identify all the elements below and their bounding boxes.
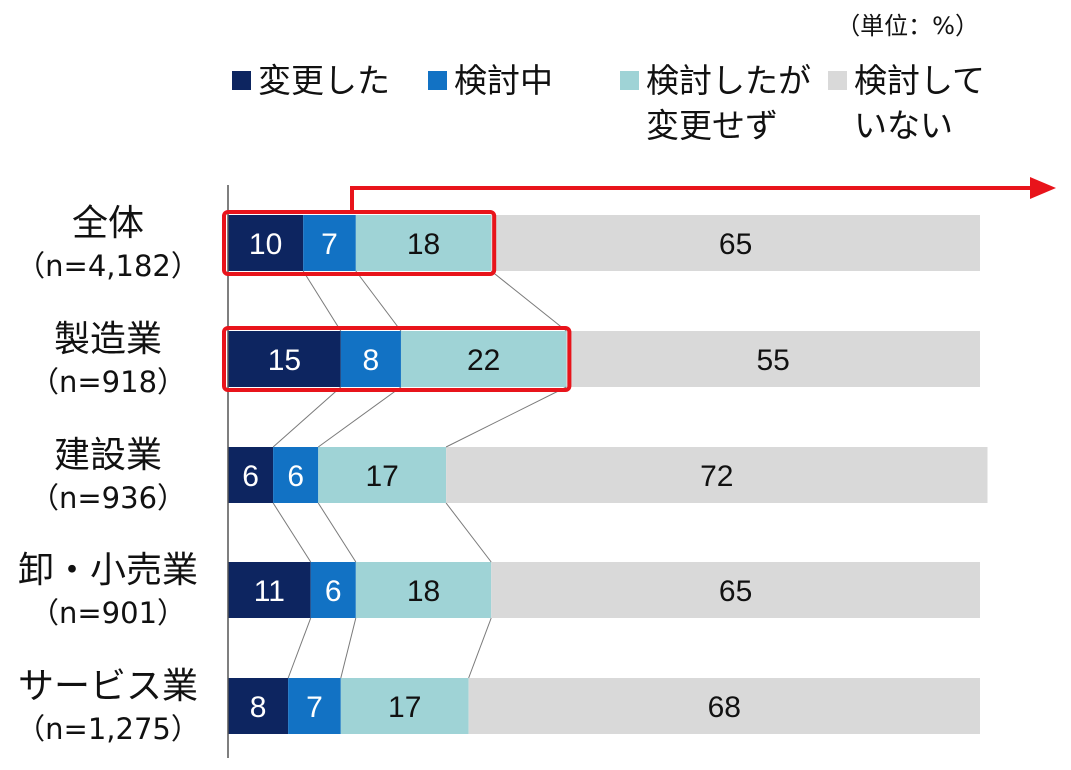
legend-label: 変更した [258, 58, 390, 103]
connector-line [317, 386, 402, 448]
category-name: 製造業 [53, 319, 162, 360]
legend-label: 検討して いない [854, 58, 985, 148]
data-label: 18 [407, 228, 440, 261]
data-label: 65 [719, 228, 752, 261]
connector-line [355, 270, 402, 332]
arrow-head [1030, 177, 1056, 199]
bar-segment [228, 215, 304, 271]
connector-line [340, 617, 357, 679]
connector-line [445, 502, 492, 563]
category-sample-size: （n=1,275） [16, 712, 200, 746]
bar-segment [491, 215, 980, 271]
legend-swatch [620, 71, 639, 90]
bar-segment [310, 562, 356, 618]
bar-segment [400, 331, 567, 387]
data-label: 8 [363, 344, 380, 377]
data-label: 10 [249, 228, 282, 261]
connector-line [272, 386, 342, 448]
data-label: 11 [254, 575, 285, 608]
connector-line [468, 617, 492, 679]
category-name: サービス業 [17, 666, 198, 707]
bar-segment [340, 331, 401, 387]
data-label: 6 [287, 460, 304, 493]
bar-segment [288, 678, 341, 734]
legend-swatch [428, 71, 447, 90]
connector-line [317, 502, 357, 563]
data-label: 17 [388, 691, 421, 724]
data-label: 22 [467, 344, 500, 377]
category-label: 全体 （n=4,182） [0, 202, 218, 286]
bar-segment [468, 678, 980, 734]
bar-segment [340, 678, 469, 734]
legend-label-line: 検討中 [454, 61, 553, 100]
legend-swatch [232, 71, 251, 90]
bar-segment [228, 678, 289, 734]
data-label: 7 [306, 691, 323, 724]
bar-segment [491, 562, 980, 618]
data-label: 65 [719, 575, 752, 608]
data-label: 18 [407, 575, 440, 608]
highlight-box [222, 326, 572, 392]
data-label: 15 [268, 344, 301, 377]
bar-segment [355, 562, 492, 618]
legend-label-line: 変更せず [646, 106, 778, 145]
legend-label: 検討中 [454, 58, 553, 103]
category-label: サービス業 （n=1,275） [0, 665, 218, 749]
data-label: 17 [365, 460, 398, 493]
category-sample-size: （n=936） [29, 481, 187, 515]
bar-segment [355, 215, 492, 271]
bar-segment [303, 215, 356, 271]
data-label: 68 [708, 691, 741, 724]
category-label: 卸・小売業 （n=901） [0, 549, 218, 633]
legend-label-line: 検討したが [646, 61, 811, 100]
category-name: 全体 [71, 203, 144, 244]
connector-line [490, 270, 567, 332]
data-label: 72 [700, 460, 733, 493]
data-label: 7 [321, 228, 338, 261]
category-label: 建設業 （n=936） [0, 434, 218, 518]
bar-segment [446, 447, 988, 503]
bar-segment [318, 447, 447, 503]
data-label: 6 [242, 460, 259, 493]
data-label: 6 [325, 575, 342, 608]
data-label: 55 [757, 344, 790, 377]
category-name: 建設業 [53, 435, 162, 476]
legend-swatch [828, 71, 847, 90]
bar-segment [566, 331, 980, 387]
connector-line [445, 386, 567, 448]
category-sample-size: （n=901） [29, 596, 187, 630]
category-label: 製造業 （n=918） [0, 318, 218, 402]
category-name: 卸・小売業 [17, 550, 198, 591]
legend-label-line: 変更した [258, 61, 390, 100]
connector-line [287, 617, 312, 679]
legend-label-line: いない [854, 106, 953, 145]
category-sample-size: （n=4,182） [16, 249, 200, 283]
connector-line [272, 502, 312, 563]
bar-segment [228, 331, 341, 387]
legend-label: 検討したが 変更せず [646, 58, 811, 148]
bar-segment [273, 447, 319, 503]
bar-segment [228, 447, 274, 503]
legend-label-line: 検討して [854, 61, 986, 100]
unit-label: （単位：%） [836, 12, 979, 40]
data-label: 8 [250, 691, 267, 724]
highlight-box [222, 210, 497, 276]
category-sample-size: （n=918） [29, 365, 187, 399]
bar-segment [228, 562, 311, 618]
connector-line [302, 270, 342, 332]
